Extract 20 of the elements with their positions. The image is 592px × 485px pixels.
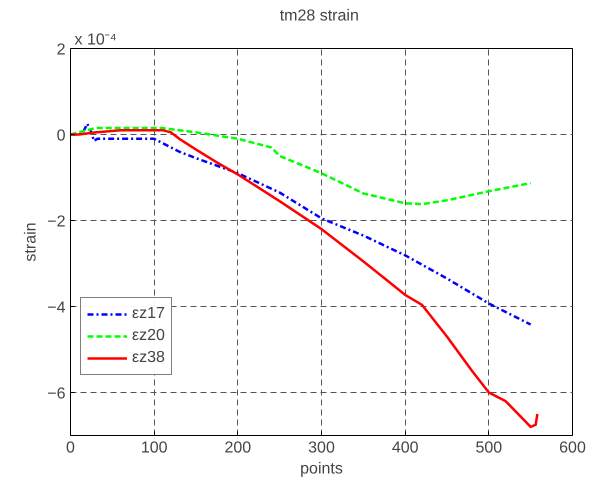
- x-tick-label: 300: [308, 440, 335, 456]
- legend-label: εz38: [132, 349, 165, 367]
- line-series: [70, 126, 532, 206]
- x-tick-label: 100: [140, 440, 168, 456]
- y-tick-label: 2: [56, 42, 66, 58]
- chart-title: tm28 strain: [280, 8, 359, 24]
- x-tick-label: 400: [392, 440, 419, 456]
- y-tick-label: 0: [56, 128, 66, 144]
- annotation: x 10⁻⁴: [74, 32, 117, 48]
- x-tick-label: 200: [224, 440, 252, 456]
- x-axis-title: points: [300, 460, 343, 478]
- x-tick-label: 600: [559, 440, 586, 456]
- y-tick-label: −6: [47, 386, 66, 402]
- y-axis-title: strain: [22, 222, 40, 262]
- y-tick-label: −4: [47, 300, 66, 316]
- legend-label: εz20: [132, 327, 165, 345]
- x-tick-label: 500: [475, 440, 502, 456]
- legend-label: εz17: [132, 305, 165, 323]
- line-series: [70, 128, 539, 428]
- y-tick-label: −2: [47, 214, 66, 230]
